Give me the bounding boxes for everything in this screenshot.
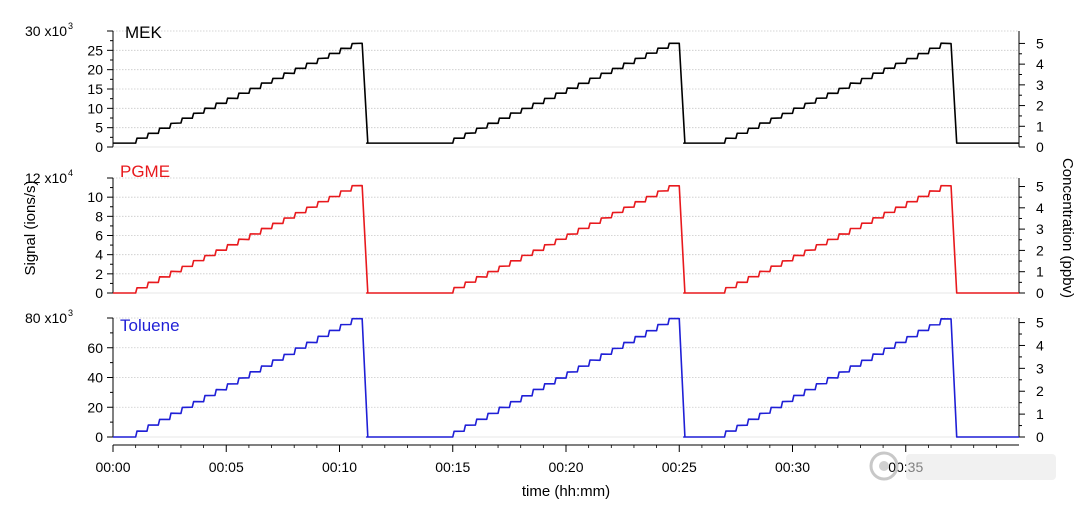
signal-tick-label: 0 [95, 285, 103, 301]
signal-tick-label: 40 [87, 370, 103, 386]
y-axis-title-left: Signal (ions/s) [22, 180, 39, 275]
conc-tick-label: 1 [1036, 406, 1044, 422]
conc-tick-label: 0 [1036, 429, 1044, 445]
series-label-toluene: Toluene [120, 316, 180, 335]
gridlines [113, 30, 1019, 129]
conc-tick-label: 5 [1036, 35, 1044, 51]
signal-tick-label: 15 [87, 81, 103, 97]
signal-top-tick-label: 12 x10 [25, 170, 67, 186]
series-line-mek [113, 42, 1019, 144]
signal-tick-label: 6 [95, 228, 103, 244]
conc-tick-label: 3 [1036, 77, 1044, 93]
x-tick-label: 00:10 [322, 459, 357, 475]
x-tick-label: 00:05 [209, 459, 244, 475]
conc-tick-label: 2 [1036, 383, 1044, 399]
series-line-pgme [113, 184, 1019, 294]
signal-tick-label: 10 [87, 189, 103, 205]
signal-tick-label: 5 [95, 120, 103, 136]
conc-tick-label: 1 [1036, 118, 1044, 134]
x-tick-label: 00:00 [95, 459, 130, 475]
signal-tick-label: 10 [87, 100, 103, 116]
conc-tick-label: 1 [1036, 264, 1044, 280]
x-tick-label: 00:30 [775, 459, 810, 475]
gridlines [113, 177, 1019, 275]
y-axis-title-right: Concentration (ppbv) [1059, 158, 1076, 298]
signal-tick-label: 25 [87, 42, 103, 58]
signal-top-tick-label: 30 x10 [25, 23, 67, 39]
scale-exponent: 3 [68, 308, 73, 318]
signal-tick-label: 4 [95, 247, 103, 263]
signal-tick-label: 20 [87, 62, 103, 78]
conc-tick-label: 5 [1036, 179, 1044, 195]
scale-exponent: 3 [68, 21, 73, 31]
series-label-pgme: PGME [120, 162, 170, 181]
gridlines [113, 317, 1019, 408]
conc-tick-label: 4 [1036, 56, 1044, 72]
conc-tick-label: 4 [1036, 337, 1044, 353]
conc-tick-label: 4 [1036, 200, 1044, 216]
conc-tick-label: 5 [1036, 315, 1044, 331]
signal-tick-label: 8 [95, 208, 103, 224]
conc-tick-label: 2 [1036, 242, 1044, 258]
conc-tick-label: 0 [1036, 285, 1044, 301]
conc-tick-label: 0 [1036, 139, 1044, 155]
x-axis: 00:00 00:05 00:10 00:15 00:20 00:25 00:30 00:35 [95, 444, 1019, 475]
x-tick-label: 00:35 [888, 459, 923, 475]
signal-tick-label: 0 [95, 429, 103, 445]
conc-tick-label: 2 [1036, 98, 1044, 114]
x-axis-title: time (hh:mm) [522, 483, 610, 500]
scale-exponent: 4 [68, 168, 73, 178]
signal-tick-label: 60 [87, 340, 103, 356]
signal-tick-label: 0 [95, 139, 103, 155]
series-label-mek: MEK [125, 23, 163, 42]
signal-tick-label: 2 [95, 266, 103, 282]
signal-tick-label: 20 [87, 399, 103, 415]
conc-tick-label: 3 [1036, 221, 1044, 237]
conc-tick-label: 3 [1036, 360, 1044, 376]
x-tick-label: 00:15 [435, 459, 470, 475]
series-line-toluene [113, 317, 1019, 438]
signal-top-tick-label: 80 x10 [25, 310, 67, 326]
x-tick-label: 00:25 [662, 459, 697, 475]
x-tick-label: 00:20 [548, 459, 583, 475]
